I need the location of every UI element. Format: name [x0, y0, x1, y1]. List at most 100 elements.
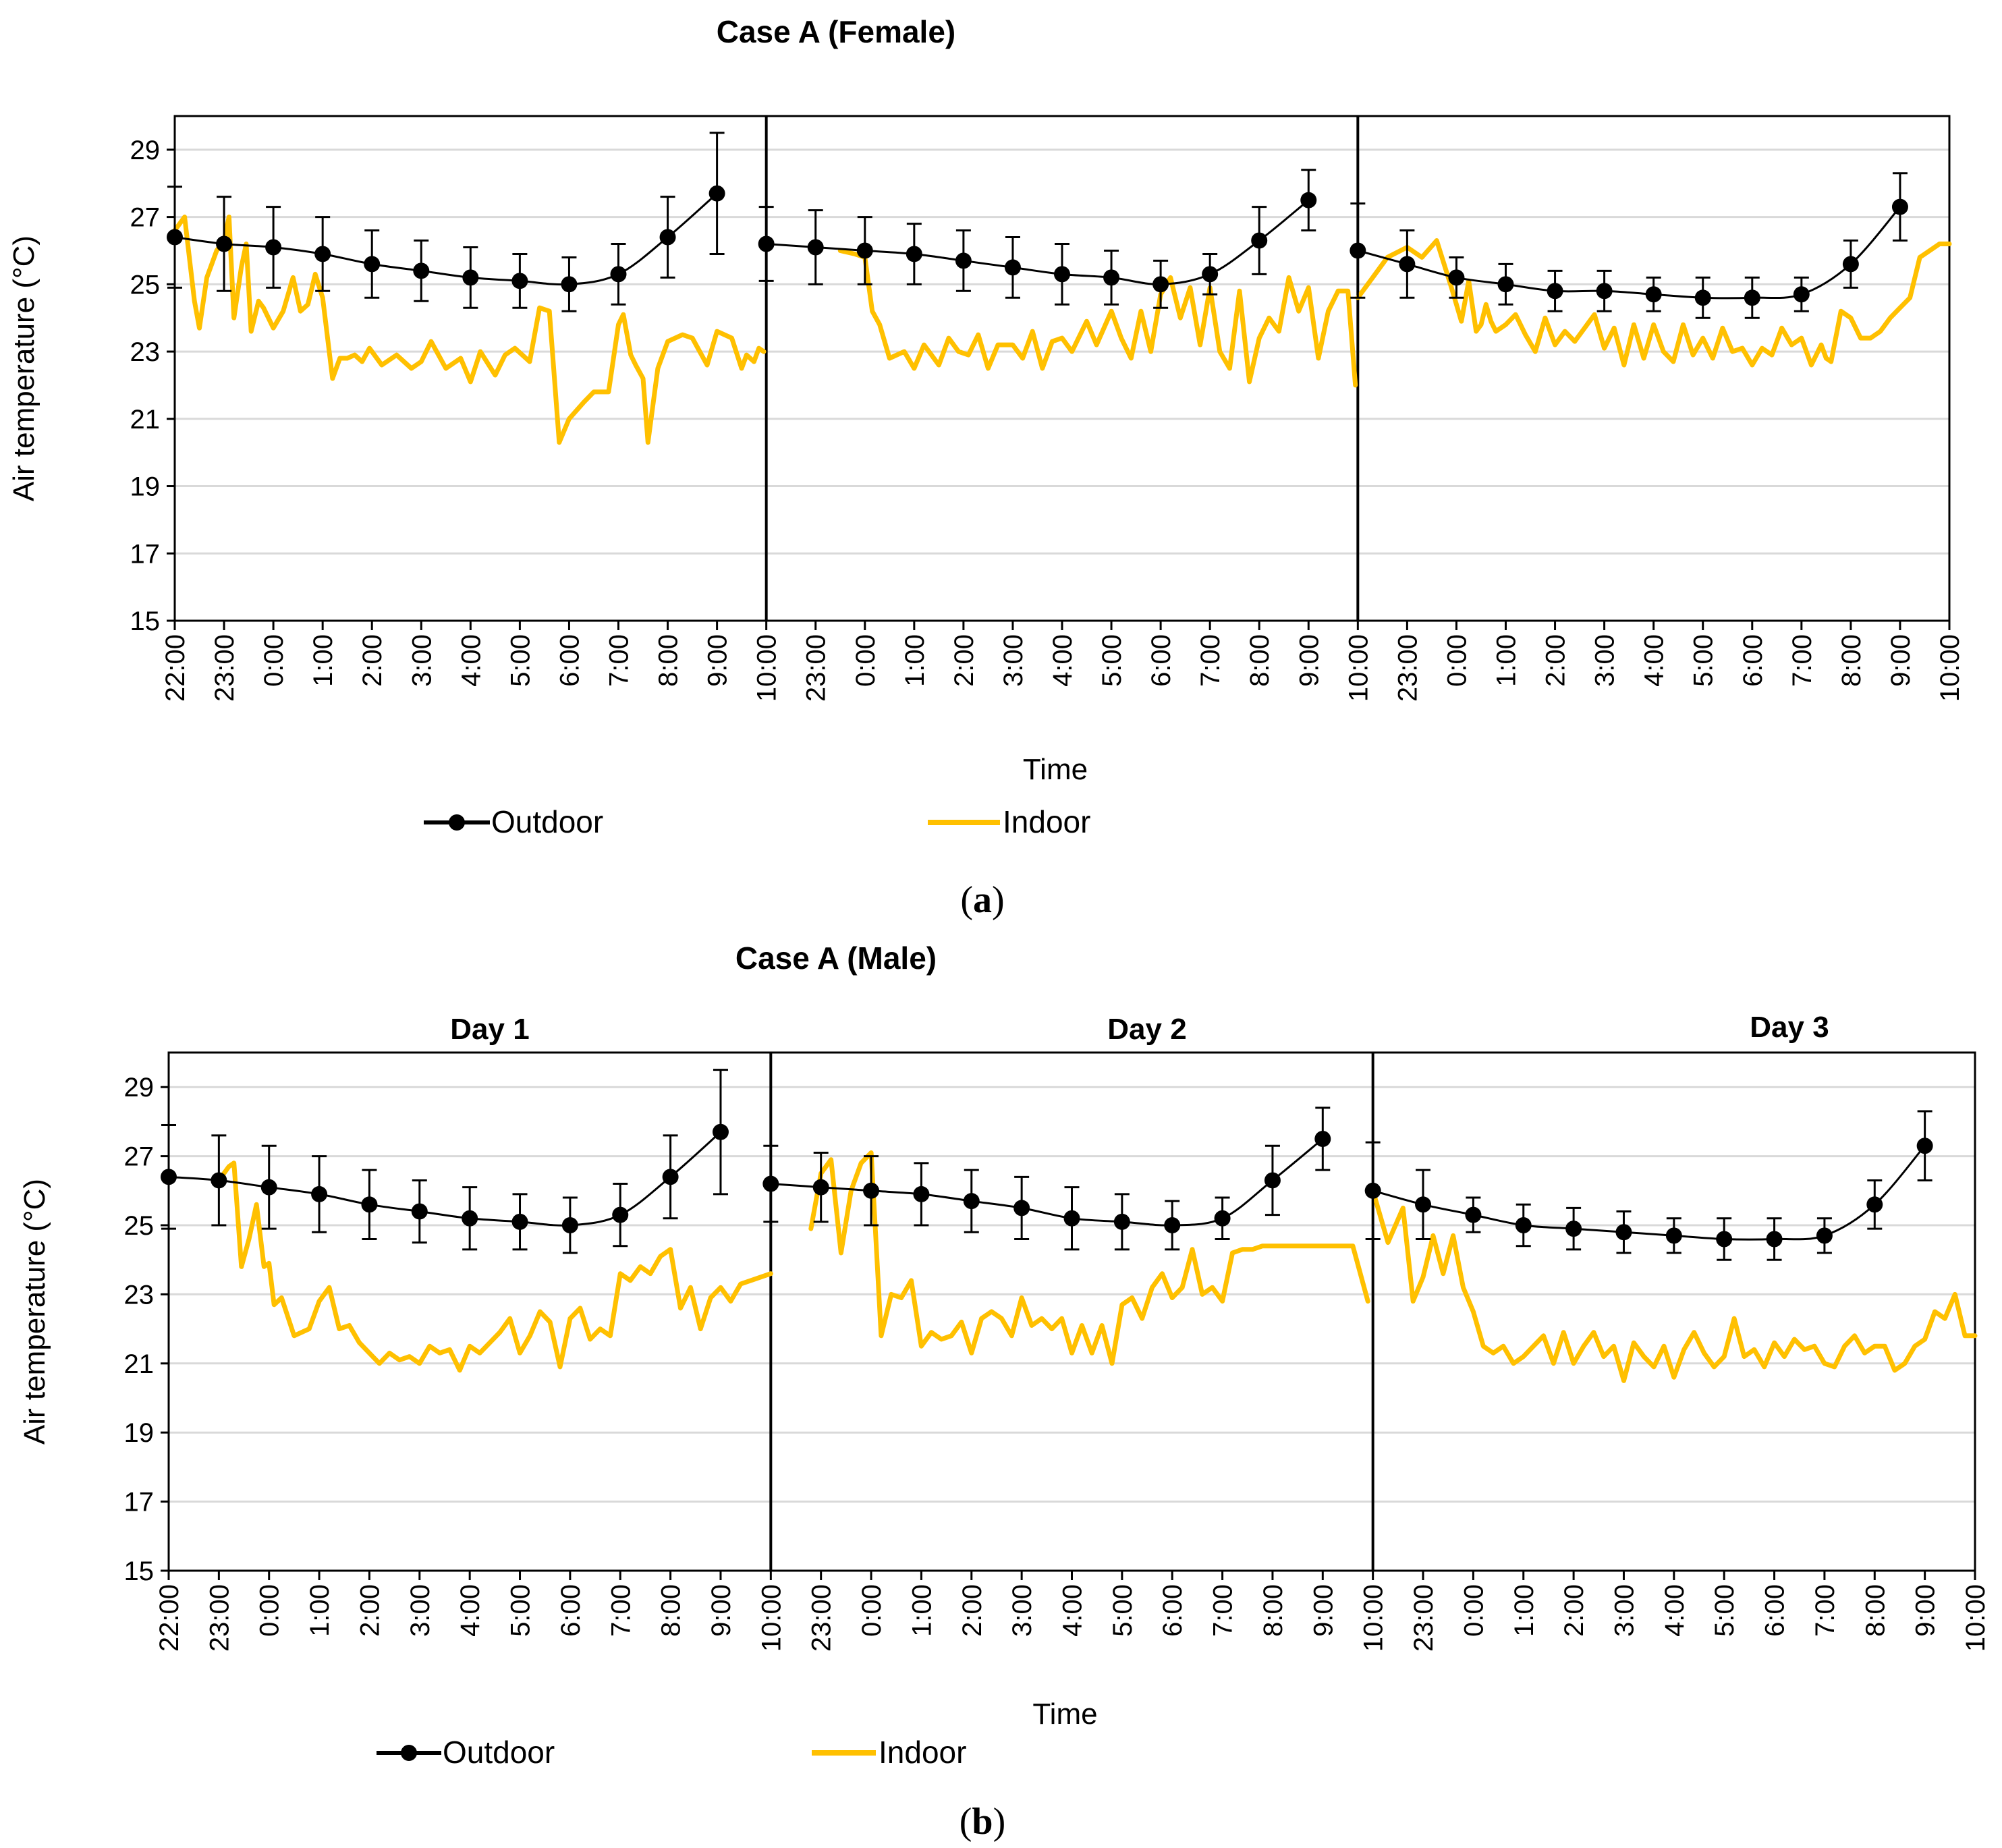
x-tick-label: 2:00 — [358, 634, 387, 687]
x-tick-label: 8:00 — [654, 634, 684, 687]
outdoor-point — [1547, 283, 1563, 300]
day-label-2: Day 2 — [1107, 1013, 1186, 1046]
x-tick-label: 6:00 — [1738, 634, 1768, 687]
outdoor-point — [1645, 286, 1662, 303]
plot-area: 15 17 19 21 23 25 27 29 22:00 23:00 0:00 1:00 2:00 3:… — [18, 1051, 1991, 1731]
y-tick-label: 15 — [124, 1557, 155, 1586]
outdoor-point — [361, 1196, 378, 1213]
y-axis-title: Air temperature (°C) — [7, 235, 40, 501]
x-tick-label: 3:00 — [406, 1584, 435, 1637]
x-tick-label: 22:00 — [161, 634, 190, 702]
x-tick-label: 10:00 — [756, 1584, 786, 1652]
chart-panel-a: Case A (Female) Outdoor Indoor (a) 15171… — [7, 14, 1965, 921]
outdoor-point — [1694, 289, 1711, 306]
x-tick-label: 8:00 — [657, 1584, 686, 1637]
legend-indoor-label: Indoor — [879, 1735, 966, 1770]
x-tick-label: 9:00 — [1911, 1584, 1941, 1637]
outdoor-point — [1497, 276, 1514, 293]
x-tick-label: 1:00 — [900, 634, 930, 687]
outdoor-point — [1465, 1206, 1482, 1223]
outdoor-point — [1596, 283, 1613, 300]
outdoor-point — [1264, 1172, 1281, 1189]
outdoor-point — [1013, 1200, 1030, 1216]
legend-outdoor-marker — [449, 814, 465, 831]
outdoor-point — [955, 252, 972, 269]
outdoor-point — [314, 246, 331, 262]
y-tick-label: 21 — [130, 405, 161, 435]
x-tick-label: 8:00 — [1258, 1584, 1288, 1637]
outdoor-point — [167, 229, 183, 246]
day-label-1: Day 1 — [450, 1013, 529, 1046]
indoor-line-day-2 — [837, 248, 1358, 388]
x-tick-label: 10:00 — [1343, 634, 1373, 702]
x-tick-label: 9:00 — [1886, 634, 1916, 687]
outdoor-point — [1766, 1231, 1783, 1248]
outdoor-point — [561, 276, 578, 293]
y-tick-label: 25 — [130, 270, 161, 300]
y-tick-label: 21 — [124, 1349, 155, 1379]
outdoor-point — [1300, 192, 1317, 208]
x-tick-label: 6:00 — [1760, 1584, 1790, 1637]
x-tick-label: 6:00 — [1146, 634, 1176, 687]
x-tick-label: 7:00 — [605, 634, 634, 687]
x-tick-label: 23:00 — [210, 634, 240, 702]
x-tick-label: 4:00 — [1058, 1584, 1088, 1637]
outdoor-point — [561, 1217, 578, 1233]
x-tick-label: 3:00 — [407, 634, 437, 687]
outdoor-point — [1891, 198, 1908, 215]
x-tick-label: 6:00 — [1158, 1584, 1188, 1637]
x-tick-label: 5:00 — [1710, 1584, 1740, 1637]
x-tick-label: 0:00 — [851, 634, 881, 687]
x-tick-label: 7:00 — [1787, 634, 1817, 687]
chart-panel-b: Case A (Male) Day 1 Day 2 Day 3 Outdoor … — [18, 941, 1991, 1843]
x-tick-label: 23:00 — [807, 1584, 837, 1652]
outdoor-point — [1415, 1196, 1432, 1213]
x-tick-label: 23:00 — [204, 1584, 234, 1652]
y-tick-label: 23 — [130, 337, 161, 367]
y-tick-label: 23 — [124, 1280, 155, 1310]
outdoor-point — [1113, 1213, 1130, 1230]
x-tick-label: 6:00 — [556, 1584, 586, 1637]
outdoor-point — [260, 1179, 277, 1196]
outdoor-point — [311, 1185, 328, 1202]
x-tick-label: 8:00 — [1860, 1584, 1890, 1637]
outdoor-point — [1866, 1196, 1883, 1213]
outdoor-line-day-2 — [766, 199, 1310, 285]
x-tick-label: 4:00 — [1660, 1584, 1690, 1637]
x-tick-label: 2:00 — [1559, 1584, 1589, 1637]
panel-label-b: (b) — [960, 1801, 1005, 1843]
x-tick-label: 10:00 — [1961, 1584, 1991, 1652]
outdoor-point — [1842, 256, 1859, 273]
x-tick-label: 9:00 — [703, 634, 733, 687]
x-tick-label: 1:00 — [305, 1584, 335, 1637]
indoor-line-day-3 — [1370, 1188, 1978, 1383]
x-tick-label: 9:00 — [1294, 634, 1324, 687]
x-tick-label: 7:00 — [1196, 634, 1225, 687]
indoor-line-day-2 — [808, 1150, 1370, 1366]
y-tick-label: 29 — [130, 136, 161, 165]
outdoor-point — [712, 1123, 729, 1140]
outdoor-point — [1063, 1210, 1080, 1227]
y-tick-label: 29 — [124, 1073, 155, 1102]
x-tick-label: 0:00 — [857, 1584, 887, 1637]
outdoor-point — [612, 1206, 629, 1223]
outdoor-point — [364, 256, 381, 273]
outdoor-point — [1103, 269, 1120, 286]
outdoor-point — [1793, 286, 1810, 303]
outdoor-point — [1565, 1221, 1582, 1237]
x-tick-label: 3:00 — [999, 634, 1028, 687]
x-tick-label: 6:00 — [555, 634, 584, 687]
x-tick-label: 23:00 — [802, 634, 831, 702]
x-tick-label: 2:00 — [957, 1584, 987, 1637]
chart-title: Case A (Male) — [735, 941, 937, 976]
outdoor-point — [1251, 232, 1268, 249]
outdoor-point — [1314, 1131, 1331, 1147]
x-tick-label: 5:00 — [506, 1584, 536, 1637]
x-tick-label: 9:00 — [706, 1584, 736, 1637]
plot-area: 15 17 19 21 23 25 27 29 22:00 23:00 0:00 1:00 2:00 3:… — [7, 115, 1965, 786]
outdoor-point — [1665, 1227, 1682, 1244]
x-tick-label: 2:00 — [949, 634, 979, 687]
x-tick-label: 5:00 — [1108, 1584, 1138, 1637]
outdoor-point — [708, 185, 725, 202]
x-tick-label: 1:00 — [1492, 634, 1522, 687]
